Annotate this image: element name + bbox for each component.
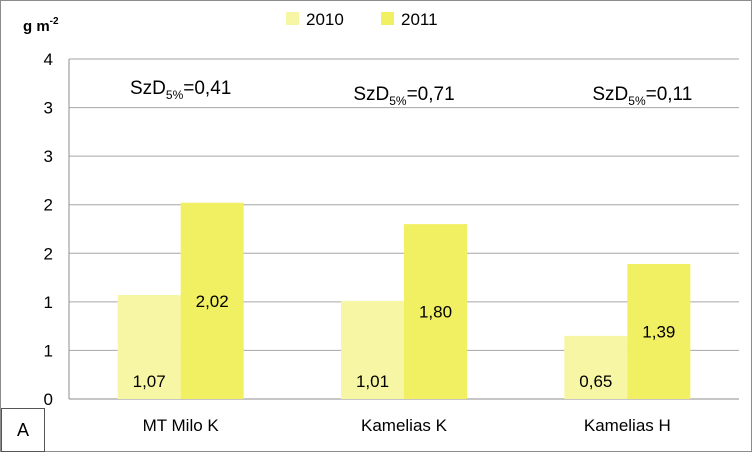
y-tick-label: 3 (44, 147, 53, 166)
bar-2011 (404, 224, 467, 399)
legend-label-2010: 2010 (306, 10, 344, 29)
bar-2010 (117, 295, 181, 399)
legend-swatch-2011 (381, 12, 394, 25)
szd-annotation: SzD5%=0,41 (130, 78, 231, 102)
szd-annotation: SzD5%=0,11 (592, 84, 692, 108)
y-tick-label: 2 (44, 244, 53, 263)
legend-label-2011: 2011 (401, 10, 438, 29)
legend-swatch-2010 (286, 12, 299, 25)
panel-label: A (1, 408, 45, 452)
data-label: 0,65 (579, 372, 612, 391)
data-label: 1,80 (419, 303, 452, 322)
y-tick-label: 1 (44, 341, 53, 360)
bar-2010 (564, 335, 628, 399)
y-tick-label: 3 (44, 99, 53, 118)
y-tick-label: 1 (44, 293, 53, 312)
bar-2010 (341, 300, 404, 399)
data-label: 1,39 (642, 322, 675, 341)
data-label: 1,07 (133, 372, 166, 391)
category-label: MT Milo K (143, 416, 220, 435)
y-tick-label: 2 (44, 196, 53, 215)
y-tick-label: 4 (44, 50, 53, 69)
data-label: 1,01 (356, 372, 389, 391)
szd-annotation: SzD5%=0,71 (353, 84, 454, 108)
category-label: Kamelias K (361, 416, 448, 435)
y-unit-label: g m-2 (23, 16, 59, 35)
bar-2011 (627, 263, 691, 399)
bar-2011 (180, 202, 244, 399)
category-label: Kamelias H (584, 416, 671, 435)
data-label: 2,02 (196, 292, 229, 311)
y-tick-label: 0 (44, 390, 53, 409)
